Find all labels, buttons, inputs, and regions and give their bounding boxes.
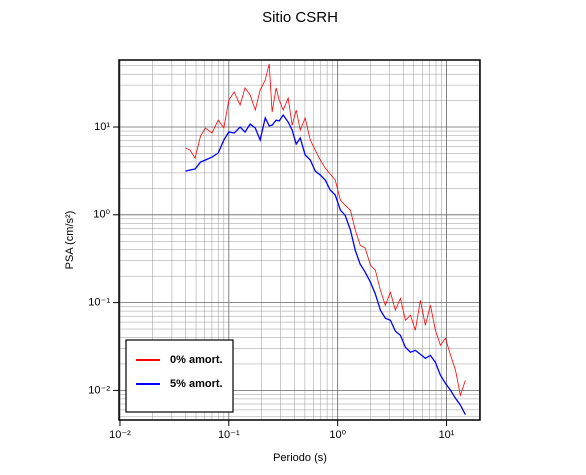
y-axis-label: PSA (cm/s²) (64, 211, 76, 270)
legend-label: 5% amort. (170, 378, 223, 390)
chart-title: Sitio CSRH (262, 9, 338, 26)
y-tick-label: 10¹ (94, 121, 110, 133)
y-tick-label: 10⁻¹ (88, 297, 110, 309)
legend-label: 0% amort. (170, 354, 223, 366)
plot-frame (118, 59, 481, 421)
series-line (185, 63, 466, 397)
x-tick-label: 10⁰ (329, 429, 346, 441)
series-line (185, 113, 466, 415)
x-axis-label: Periodo (s) (273, 452, 327, 464)
x-tick-label: 10⁻² (109, 429, 131, 441)
legend-box (125, 339, 234, 413)
x-tick-label: 10⁻¹ (218, 429, 240, 441)
x-tick-label: 10¹ (439, 429, 455, 441)
y-tick-label: 10⁰ (93, 209, 110, 221)
y-tick-label: 10⁻² (88, 384, 110, 396)
